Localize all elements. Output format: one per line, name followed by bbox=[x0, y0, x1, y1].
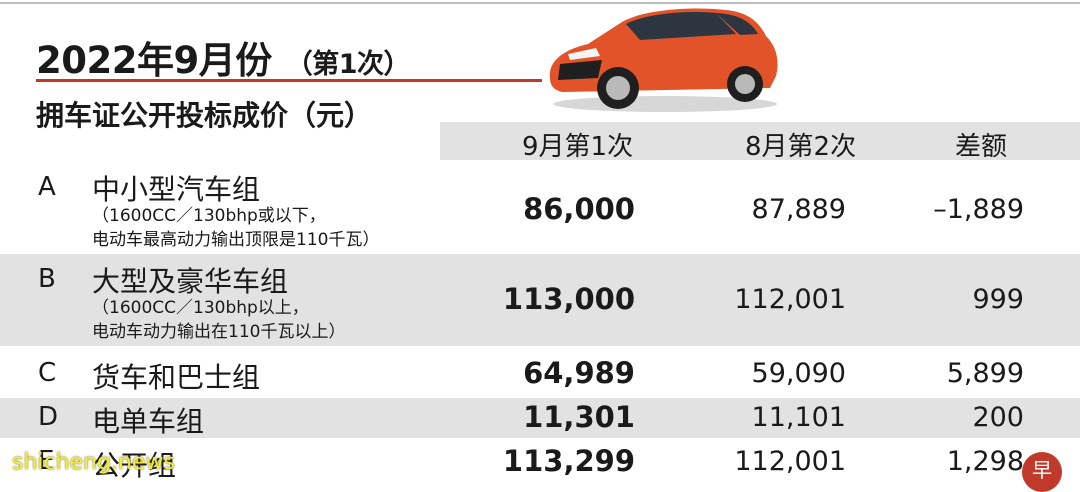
table-row: C 货车和巴士组 64,989 59,090 5,899 bbox=[0, 350, 1080, 398]
previous-price: 87,889 bbox=[751, 194, 846, 225]
row-note: 电动车最高动力输出顶限是110千瓦） bbox=[92, 230, 380, 250]
car-image bbox=[549, 8, 778, 112]
table-row: A 中小型汽车组 （1600CC／130bhp或以下， 电动车最高动力输出顶限是… bbox=[0, 160, 1080, 254]
row-category: E bbox=[38, 446, 55, 476]
publisher-stamp-icon: 早 bbox=[1022, 452, 1062, 492]
row-name: 中小型汽车组 bbox=[92, 173, 261, 206]
row-name: 大型及豪华车组 bbox=[92, 265, 289, 298]
title-underline bbox=[36, 79, 542, 82]
row-note: （1600CC／130bhp或以下， bbox=[92, 206, 326, 226]
title-round: （第1次） bbox=[285, 49, 411, 80]
table-row: E 公开组 113,299 112,001 1,298 bbox=[0, 442, 1080, 484]
row-category: D bbox=[38, 402, 59, 432]
top-rule bbox=[0, 2, 1080, 4]
col-header-previous: 8月第2次 bbox=[745, 132, 857, 162]
current-price: 11,301 bbox=[523, 400, 635, 434]
row-name: 公开组 bbox=[92, 449, 177, 482]
row-name: 货车和巴士组 bbox=[92, 361, 261, 394]
page-title: 2022年9月份 （第1次） bbox=[36, 30, 411, 84]
col-header-diff: 差额 bbox=[955, 132, 1008, 162]
page-subtitle: 拥车证公开投标成价（元） bbox=[36, 99, 373, 132]
row-note: （1600CC／130bhp以上， bbox=[92, 298, 309, 318]
row-category: C bbox=[38, 358, 57, 388]
col-header-current: 9月第1次 bbox=[522, 132, 634, 162]
price-diff: 5,899 bbox=[946, 358, 1024, 389]
current-price: 64,989 bbox=[523, 356, 635, 390]
title-text: 2022年9月份 bbox=[36, 39, 272, 82]
current-price: 86,000 bbox=[523, 192, 635, 226]
previous-price: 112,001 bbox=[734, 284, 846, 315]
row-category: A bbox=[38, 172, 56, 202]
row-category: B bbox=[38, 264, 56, 294]
row-name: 电单车组 bbox=[92, 405, 205, 438]
column-header-band bbox=[440, 122, 1080, 160]
table-row: B 大型及豪华车组 （1600CC／130bhp以上， 电动车动力输出在110千… bbox=[0, 254, 1080, 346]
price-diff: –1,889 bbox=[933, 194, 1024, 225]
watermark: shicheng.news bbox=[12, 450, 175, 475]
price-diff: 200 bbox=[972, 402, 1024, 433]
current-price: 113,000 bbox=[502, 282, 635, 316]
row-note: 电动车动力输出在110千瓦以上） bbox=[92, 322, 346, 342]
price-diff: 1,298 bbox=[946, 446, 1024, 477]
price-diff: 999 bbox=[972, 284, 1024, 315]
previous-price: 59,090 bbox=[751, 358, 846, 389]
previous-price: 11,101 bbox=[751, 402, 846, 433]
table-row: D 电单车组 11,301 11,101 200 bbox=[0, 398, 1080, 438]
current-price: 113,299 bbox=[502, 444, 635, 478]
previous-price: 112,001 bbox=[734, 446, 846, 477]
